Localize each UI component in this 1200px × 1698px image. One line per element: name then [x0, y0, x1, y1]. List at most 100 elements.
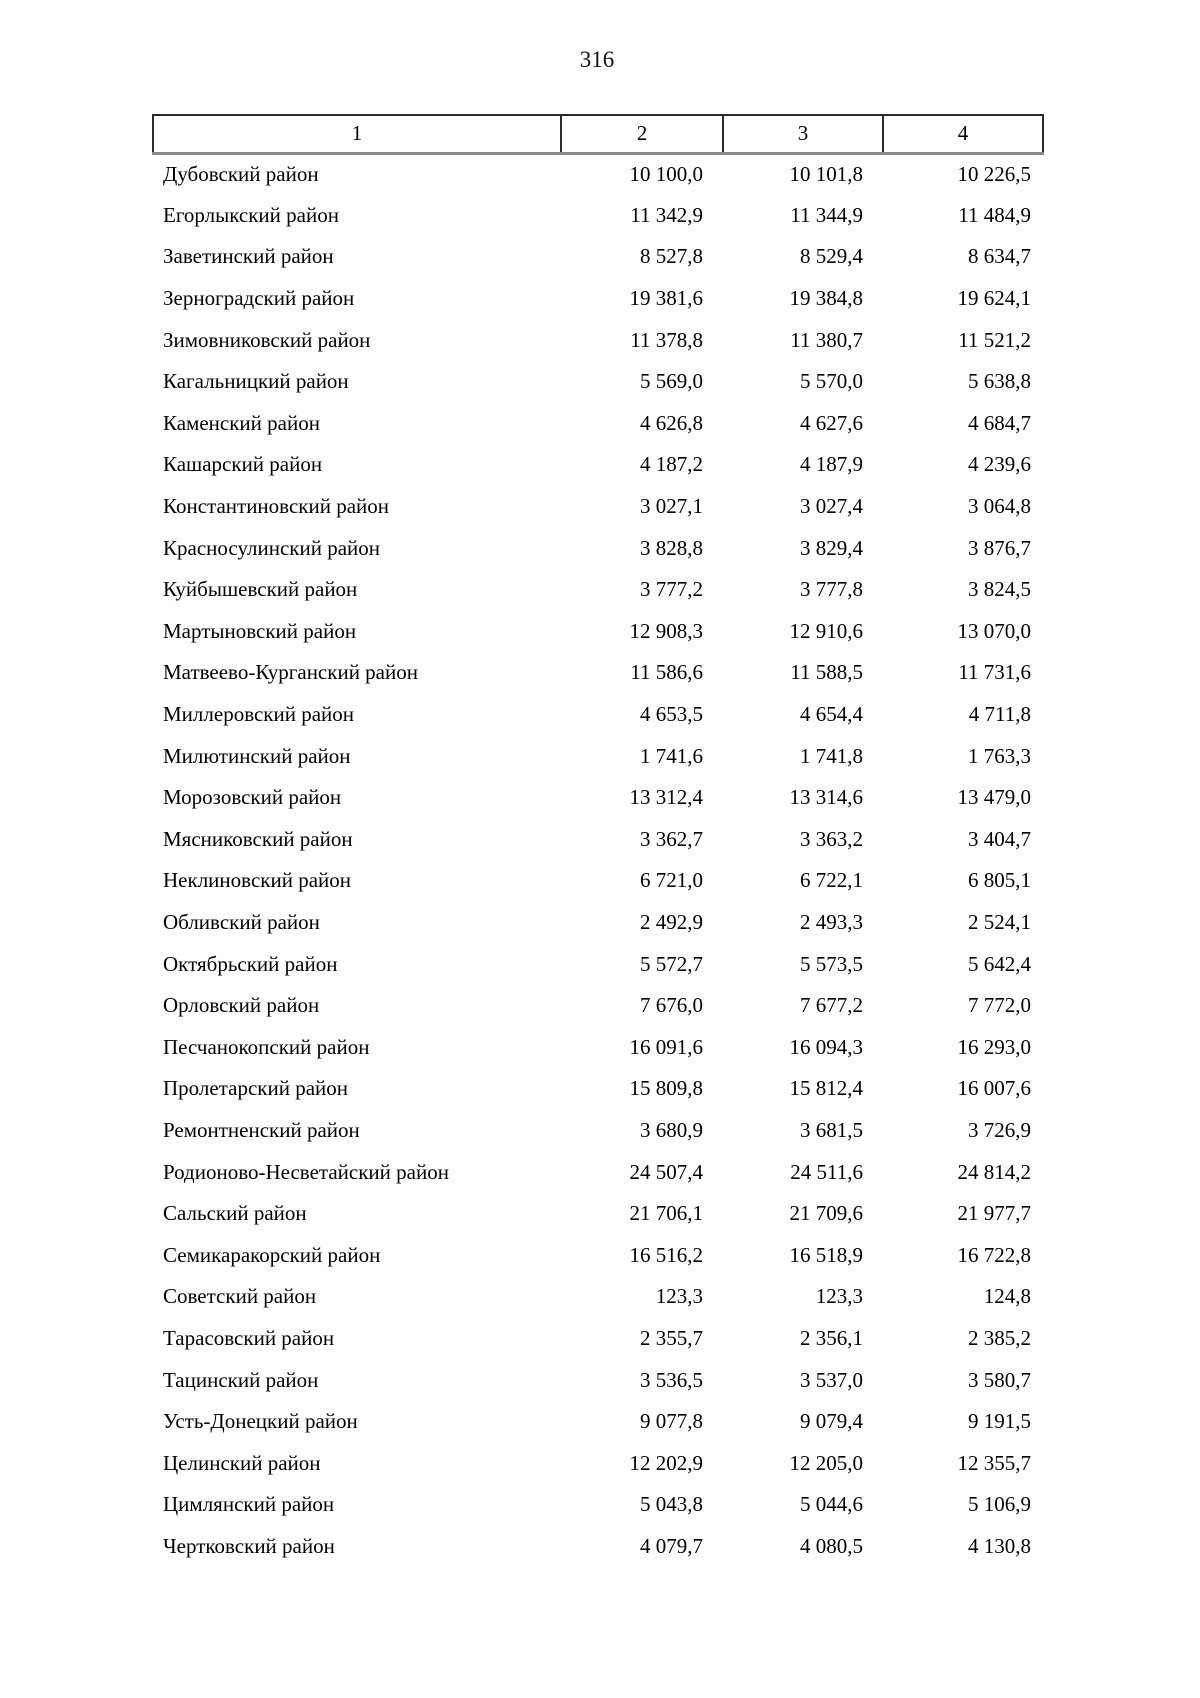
- value-col3-cell: 8 529,4: [800, 244, 863, 269]
- value-col3-cell: 3 363,2: [800, 826, 863, 851]
- district-name-cell: Ремонтненский район: [163, 1117, 360, 1142]
- district-data-table: 1 2 3 4 Дубовский район 10 100,0 10 101,…: [152, 114, 1044, 1567]
- value-col4-cell: 3 404,7: [968, 826, 1031, 851]
- value-col4-cell: 24 814,2: [957, 1159, 1032, 1184]
- value-col2-cell: 11 586,6: [630, 660, 703, 685]
- value-col3-cell: 3 777,8: [800, 577, 863, 602]
- value-col4-cell: 2 524,1: [968, 909, 1031, 934]
- value-col3-cell: 11 344,9: [790, 202, 863, 227]
- table-row: Кагальницкий район 5 569,0 5 570,0 5 638…: [153, 361, 1043, 403]
- table-row: Миллеровский район 4 653,5 4 654,4 4 711…: [153, 694, 1043, 736]
- table-row: Каменский район 4 626,8 4 627,6 4 684,7: [153, 403, 1043, 445]
- table-row: Советский район 123,3 123,3 124,8: [153, 1276, 1043, 1318]
- district-name-cell: Матвеево-Курганский район: [163, 660, 418, 685]
- value-col4-cell: 8 634,7: [968, 244, 1031, 269]
- value-col3-cell: 2 493,3: [800, 909, 863, 934]
- value-col4-cell: 5 638,8: [968, 369, 1031, 394]
- district-name-cell: Родионово-Несветайский район: [163, 1159, 449, 1184]
- district-name-cell: Октябрьский район: [163, 951, 338, 976]
- table-row: Куйбышевский район 3 777,2 3 777,8 3 824…: [153, 569, 1043, 611]
- district-name-cell: Милютинский район: [163, 743, 351, 768]
- table-row: Песчанокопский район 16 091,6 16 094,3 1…: [153, 1026, 1043, 1068]
- value-col3-cell: 4 187,9: [800, 452, 863, 477]
- value-col3-cell: 2 356,1: [800, 1325, 863, 1350]
- value-col4-cell: 11 731,6: [958, 660, 1031, 685]
- value-col4-cell: 11 521,2: [958, 327, 1031, 352]
- district-name-cell: Семикаракорский район: [163, 1242, 381, 1267]
- value-col3-cell: 3 681,5: [800, 1117, 863, 1142]
- column-header-4: 4: [882, 114, 1044, 155]
- value-col3-cell: 3 027,4: [800, 494, 863, 519]
- page-number: 316: [579, 47, 615, 72]
- value-col3-cell: 7 677,2: [800, 993, 863, 1018]
- value-col2-cell: 16 516,2: [629, 1242, 704, 1267]
- district-name-cell: Красносулинский район: [163, 535, 381, 560]
- value-col2-cell: 3 362,7: [640, 826, 703, 851]
- district-name-cell: Мясниковский район: [163, 826, 353, 851]
- district-name-cell: Песчанокопский район: [163, 1034, 370, 1059]
- value-col3-cell: 16 518,9: [789, 1242, 864, 1267]
- value-col3-cell: 5 044,6: [800, 1492, 863, 1517]
- district-name-cell: Каменский район: [163, 410, 320, 435]
- value-col3-cell: 3 537,0: [800, 1367, 863, 1392]
- value-col2-cell: 12 908,3: [629, 618, 704, 643]
- table-row: Усть-Донецкий район 9 077,8 9 079,4 9 19…: [153, 1401, 1043, 1443]
- value-col3-cell: 21 709,6: [789, 1201, 864, 1226]
- district-name-cell: Зимовниковский район: [163, 327, 371, 352]
- value-col4-cell: 2 385,2: [968, 1325, 1031, 1350]
- table-row: Дубовский район 10 100,0 10 101,8 10 226…: [153, 153, 1043, 195]
- district-name-cell: Пролетарский район: [163, 1076, 348, 1101]
- table-row: Красносулинский район 3 828,8 3 829,4 3 …: [153, 527, 1043, 569]
- value-col3-cell: 11 380,7: [790, 327, 863, 352]
- value-col2-cell: 21 706,1: [629, 1201, 704, 1226]
- value-col2-cell: 123,3: [655, 1284, 703, 1309]
- value-col2-cell: 19 381,6: [629, 286, 704, 311]
- value-col4-cell: 1 763,3: [968, 743, 1031, 768]
- value-col3-cell: 5 570,0: [800, 369, 863, 394]
- value-col2-cell: 3 027,1: [640, 494, 703, 519]
- value-col3-cell: 19 384,8: [789, 286, 864, 311]
- value-col3-cell: 4 627,6: [800, 410, 863, 435]
- table-row: Милютинский район 1 741,6 1 741,8 1 763,…: [153, 735, 1043, 777]
- district-name-cell: Сальский район: [163, 1201, 307, 1226]
- value-col2-cell: 5 572,7: [640, 951, 703, 976]
- district-name-cell: Орловский район: [163, 993, 320, 1018]
- value-col4-cell: 16 293,0: [957, 1034, 1032, 1059]
- value-col2-cell: 3 828,8: [640, 535, 703, 560]
- table-row: Октябрьский район 5 572,7 5 573,5 5 642,…: [153, 943, 1043, 985]
- table-header-row: 1 2 3 4: [152, 114, 1044, 155]
- district-name-cell: Цимлянский район: [163, 1492, 335, 1517]
- value-col2-cell: 15 809,8: [629, 1076, 704, 1101]
- value-col2-cell: 11 378,8: [630, 327, 703, 352]
- district-name-cell: Зерноградский район: [163, 286, 355, 311]
- value-col4-cell: 19 624,1: [957, 286, 1032, 311]
- table-row: Сальский район 21 706,1 21 709,6 21 977,…: [153, 1193, 1043, 1235]
- value-col4-cell: 124,8: [983, 1284, 1031, 1309]
- value-col3-cell: 11 588,5: [790, 660, 863, 685]
- value-col2-cell: 4 653,5: [640, 702, 703, 727]
- value-col2-cell: 8 527,8: [640, 244, 703, 269]
- value-col4-cell: 5 642,4: [968, 951, 1031, 976]
- table-row: Пролетарский район 15 809,8 15 812,4 16 …: [153, 1068, 1043, 1110]
- value-col4-cell: 3 064,8: [968, 494, 1031, 519]
- district-name-cell: Мартыновский район: [163, 618, 357, 643]
- district-name-cell: Тацинский район: [163, 1367, 319, 1392]
- value-col3-cell: 9 079,4: [800, 1409, 863, 1434]
- value-col3-cell: 12 910,6: [789, 618, 864, 643]
- table-row: Ремонтненский район 3 680,9 3 681,5 3 72…: [153, 1110, 1043, 1152]
- value-col4-cell: 5 106,9: [968, 1492, 1031, 1517]
- value-col4-cell: 6 805,1: [968, 868, 1031, 893]
- table-row: Целинский район 12 202,9 12 205,0 12 355…: [153, 1442, 1043, 1484]
- district-name-cell: Тарасовский район: [163, 1325, 335, 1350]
- value-col4-cell: 4 711,8: [968, 702, 1031, 727]
- value-col4-cell: 21 977,7: [957, 1201, 1032, 1226]
- value-col4-cell: 3 876,7: [968, 535, 1031, 560]
- table-row: Неклиновский район 6 721,0 6 722,1 6 805…: [153, 860, 1043, 902]
- value-col2-cell: 7 676,0: [640, 993, 703, 1018]
- table-row: Матвеево-Курганский район 11 586,6 11 58…: [153, 652, 1043, 694]
- table-row: Константиновский район 3 027,1 3 027,4 3…: [153, 486, 1043, 528]
- district-name-cell: Морозовский район: [163, 785, 342, 810]
- value-col3-cell: 3 829,4: [800, 535, 863, 560]
- district-name-cell: Егорлыкский район: [163, 202, 339, 227]
